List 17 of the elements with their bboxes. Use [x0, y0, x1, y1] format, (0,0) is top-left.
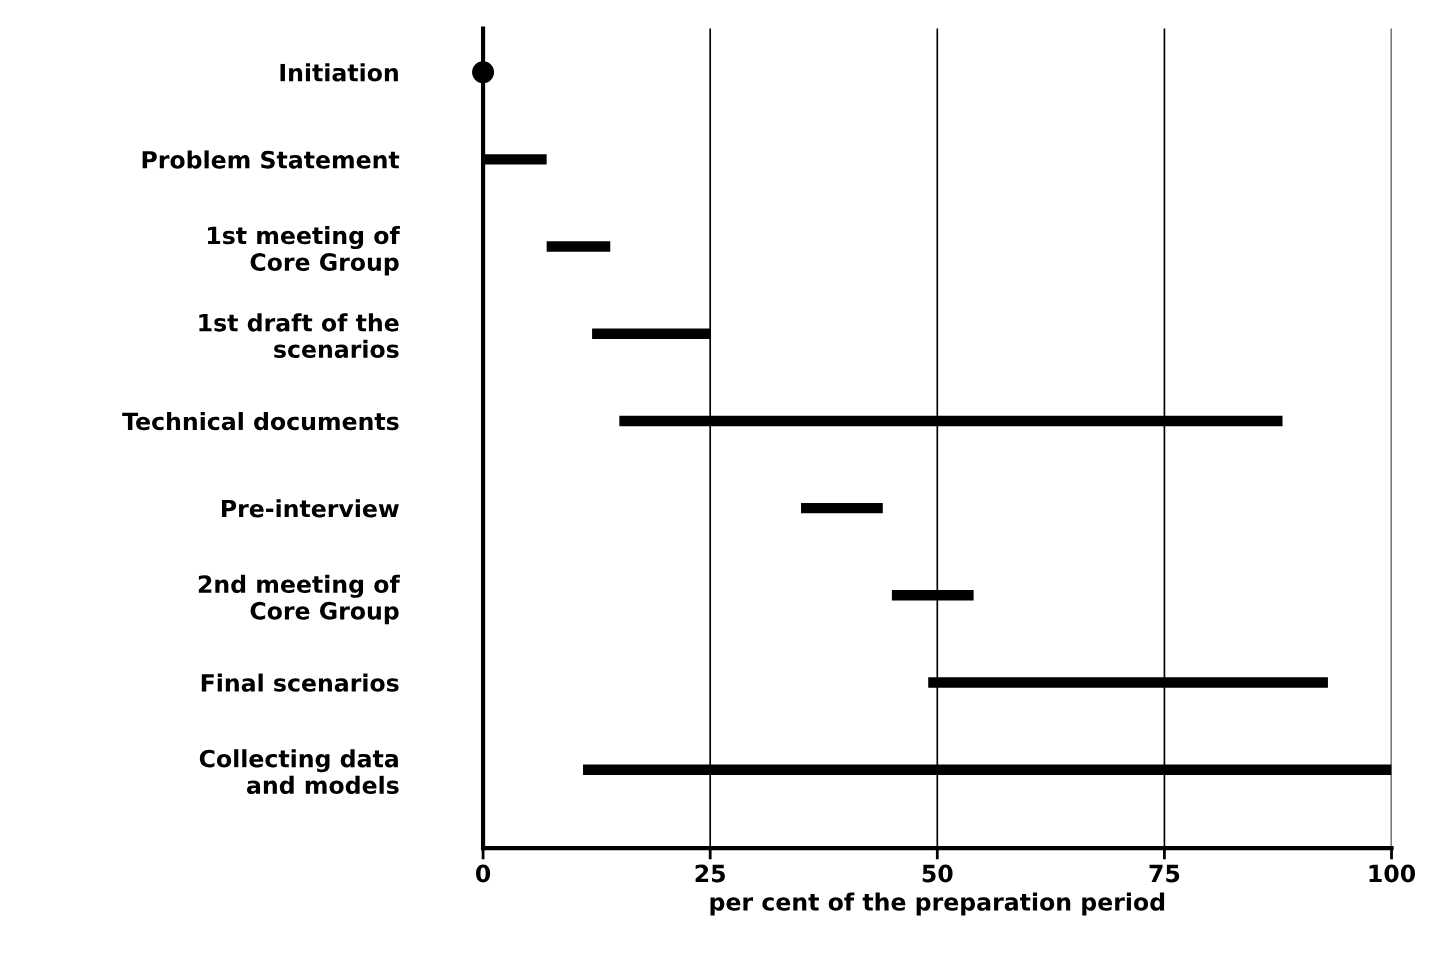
bar — [546, 241, 611, 252]
bar — [801, 502, 883, 514]
x-tick-label: 50 — [922, 864, 953, 883]
y-tick-label: Problem Statement — [142, 150, 400, 169]
y-tick-label: 1st meeting of Core Group — [207, 226, 400, 276]
y-tick-label: Initiation — [280, 63, 398, 82]
y-tick-label: Technical documents — [122, 411, 399, 431]
y-tick-label: Final scenarios — [201, 673, 399, 692]
x-tick-label: 100 — [1369, 864, 1416, 883]
x-tick-label: 75 — [1149, 864, 1180, 883]
x-axis-title: per cent of the preparation period — [710, 892, 1165, 916]
x-tick-label: 0 — [475, 864, 491, 883]
x-tick-label: 25 — [695, 864, 725, 883]
y-tick-label: Pre-interview — [221, 499, 399, 518]
y-tick-label: Collecting data and models — [199, 749, 399, 795]
y-tick-label: 2nd meeting of Core Group — [198, 574, 400, 625]
y-tick-label: 1st draft of the scenarios — [199, 313, 399, 359]
